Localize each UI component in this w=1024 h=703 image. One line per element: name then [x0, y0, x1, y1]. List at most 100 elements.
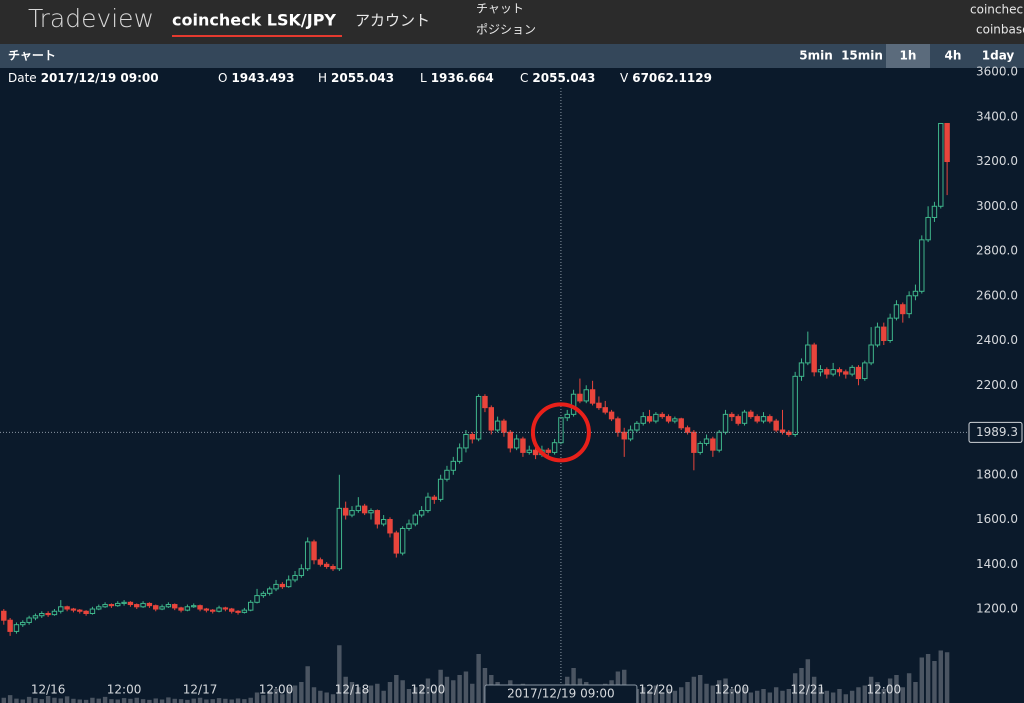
volume-bar: [697, 675, 703, 703]
volume-bar: [286, 687, 291, 703]
volume-bar: [913, 682, 918, 703]
volume-bar: [653, 685, 659, 703]
candle-body: [355, 505, 362, 512]
volume-bar: [261, 695, 266, 703]
volume-bar: [71, 698, 76, 703]
volume-bar: [837, 689, 842, 703]
volume-bar: [691, 676, 697, 703]
volume-bar: [932, 661, 937, 703]
candle-body: [89, 608, 96, 615]
candle-body: [817, 369, 824, 373]
volume-bar: [843, 694, 849, 703]
candle-body: [361, 505, 368, 514]
candle-body: [7, 619, 13, 632]
candle-body: [222, 607, 229, 610]
candle-body: [412, 514, 419, 525]
candle-body: [64, 606, 70, 610]
label: H: [318, 71, 327, 85]
candle-body: [703, 438, 710, 444]
x-tick-label: 12:00: [715, 683, 750, 697]
volume-bar: [26, 696, 32, 703]
volume-bar: [128, 698, 133, 703]
candle-body: [235, 610, 241, 613]
candle-body: [507, 431, 513, 449]
candle-body: [134, 604, 140, 608]
highlight-circle: [530, 402, 591, 463]
volume-bar: [830, 692, 836, 703]
volume-bar: [134, 697, 139, 703]
candle-body: [716, 431, 722, 451]
candle-body: [342, 507, 349, 516]
volume-bar: [166, 697, 171, 703]
candle-body: [317, 559, 324, 565]
volume-bar: [394, 675, 399, 703]
candle-body: [292, 574, 298, 581]
volume-bar: [773, 687, 779, 703]
volume-bar: [881, 689, 887, 703]
volume-bar: [52, 697, 57, 703]
volume-bar: [919, 657, 924, 703]
candle-body: [39, 613, 45, 617]
candle-body: [165, 604, 172, 608]
candle-body: [475, 395, 482, 440]
volume-bar: [894, 675, 899, 703]
volume-bar: [444, 676, 450, 703]
candle-body: [925, 216, 931, 241]
candle-body: [583, 389, 589, 402]
x-tick-label: 12/20: [639, 683, 674, 697]
candle-body: [735, 416, 741, 424]
candle-body: [767, 416, 773, 422]
candle-body: [437, 478, 444, 500]
interval-button[interactable]: 5min: [799, 49, 833, 63]
interval-button[interactable]: 1h: [900, 49, 917, 63]
volume-bar: [235, 698, 241, 703]
candle-body: [140, 602, 146, 608]
candle-body: [184, 606, 191, 611]
candle-body: [488, 407, 494, 431]
volume-bar: [7, 695, 13, 703]
candle-body: [621, 431, 627, 440]
exchange-link[interactable]: coincheck: [970, 3, 1024, 17]
interval-button[interactable]: 4h: [945, 49, 962, 63]
candle-body: [20, 621, 26, 626]
candle-body: [83, 610, 89, 615]
menu-item[interactable]: ポジション: [476, 23, 536, 37]
candle-body: [77, 609, 83, 612]
x-tick-label: 12:00: [107, 683, 142, 697]
volume-bar: [109, 699, 114, 703]
tab-active[interactable]: coincheck LSK/JPY: [172, 11, 336, 30]
volume-bar: [299, 682, 304, 703]
candle-body: [463, 434, 469, 449]
volume-bar: [356, 687, 361, 703]
volume-bar: [413, 687, 418, 703]
candle-body: [672, 418, 678, 422]
candle-body: [722, 413, 729, 433]
candle-body: [545, 449, 551, 453]
y-tick-label: 1200.0: [976, 602, 1018, 616]
logo[interactable]: Tradeview: [28, 4, 154, 33]
candle-body: [830, 369, 836, 375]
overlay: 1200.01400.01600.01800.02000.02200.02400…: [0, 65, 1023, 703]
candle-body: [203, 608, 210, 611]
menu-item[interactable]: チャット: [476, 2, 524, 16]
interval-button[interactable]: 1day: [982, 49, 1015, 63]
candle-body: [748, 411, 754, 418]
candle-body: [513, 438, 520, 449]
candle-body: [564, 413, 570, 419]
volume-bar: [647, 690, 652, 703]
volume-bar: [406, 689, 412, 703]
candle-body: [374, 510, 381, 525]
label: O: [218, 71, 227, 85]
candle-body: [70, 608, 77, 611]
candle-body: [887, 317, 893, 342]
volume-bar: [799, 668, 804, 703]
tab[interactable]: アカウント: [355, 12, 430, 30]
info-date: Date 2017/12/19 09:00: [8, 71, 159, 85]
candle-body: [665, 416, 672, 422]
interval-button[interactable]: 15min: [841, 49, 883, 63]
exchange-link[interactable]: coinbase: [976, 23, 1024, 37]
time-label-box: [484, 684, 638, 703]
volume-bar: [216, 698, 222, 703]
candle-body: [172, 604, 178, 609]
